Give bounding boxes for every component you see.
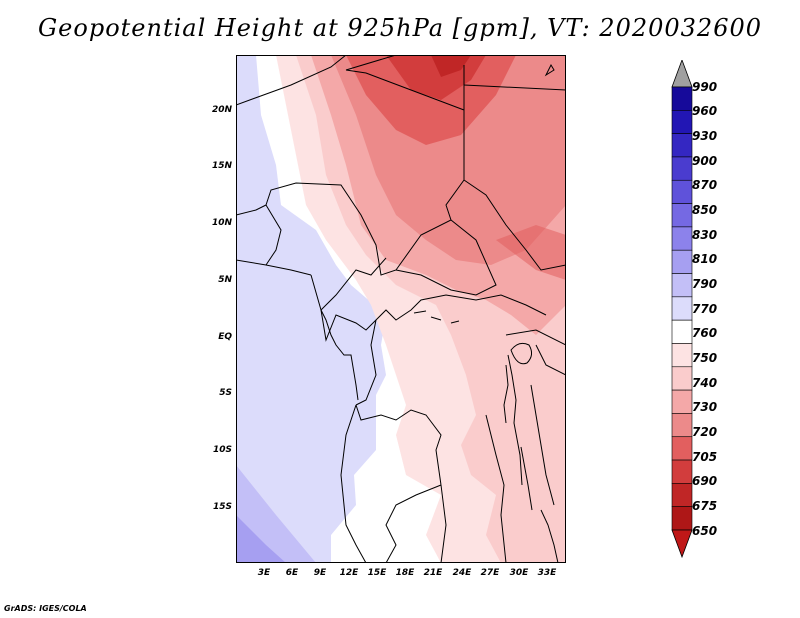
colorbar-label-770: 770 (692, 302, 718, 316)
colorbar-top-arrow (671, 60, 693, 88)
colorbar-label-810: 810 (692, 252, 718, 266)
lat-label-5s: 5S (219, 388, 232, 398)
colorbar-label-760: 760 (692, 326, 718, 340)
colorbar-label-830: 830 (692, 228, 718, 242)
colorbar-bottom-arrow (671, 529, 693, 559)
colorbar-box-730 (671, 389, 693, 414)
colorbar-box-690 (671, 459, 693, 484)
colorbar-box-810 (671, 249, 693, 274)
lat-label-5n: 5N (218, 275, 232, 285)
lat-label-20n: 20N (211, 105, 232, 115)
colorbar-box-990 (671, 86, 693, 111)
lon-label-6e: 6E (285, 568, 299, 578)
colorbar-label-720: 720 (692, 425, 718, 439)
colorbar-box-790 (671, 273, 693, 298)
colorbar-box-830 (671, 226, 693, 251)
colorbar-box-900 (671, 156, 693, 181)
lon-label-9e: 9E (313, 568, 327, 578)
colorbar-label-690: 690 (692, 474, 718, 488)
colorbar-box-960 (671, 110, 693, 134)
colorbar-label-730: 730 (692, 400, 718, 414)
colorbar-box-930 (671, 133, 693, 158)
colorbar-box-740 (671, 366, 693, 391)
lon-label-24e: 24E (452, 568, 472, 578)
colorbar-label-740: 740 (692, 376, 718, 390)
colorbar-label-750: 750 (692, 351, 718, 365)
lon-label-27e: 27E (480, 568, 500, 578)
lat-label-10s: 10S (212, 445, 232, 455)
lon-label-33e: 33E (537, 568, 557, 578)
lat-label-15n: 15N (211, 161, 232, 171)
lon-label-3e: 3E (257, 568, 271, 578)
lon-label-15e: 15E (367, 568, 387, 578)
colorbar-box-675 (671, 483, 693, 507)
colorbar-label-650: 650 (692, 524, 718, 538)
colorbar-box-650 (671, 506, 693, 531)
lon-label-30e: 30E (509, 568, 529, 578)
colorbar-box-750 (671, 343, 693, 368)
colorbar-box-870 (671, 179, 693, 204)
height-field (236, 55, 566, 563)
colorbar-label-705: 705 (692, 450, 718, 464)
country-borders (236, 55, 566, 563)
lakes (413, 63, 559, 563)
colorbar-box-705 (671, 436, 693, 461)
colorbar-label-990: 990 (692, 80, 718, 94)
geopotential-height-map (236, 55, 566, 563)
lat-label-eq: EQ (218, 332, 232, 342)
colorbar-label-900: 900 (692, 154, 718, 168)
colorbar-box-760 (671, 319, 693, 344)
map-title: Geopotential Height at 925hPa [gpm], VT:… (38, 14, 762, 42)
colorbar-label-790: 790 (692, 277, 718, 291)
colorbar-label-870: 870 (692, 178, 718, 192)
colorbar-label-850: 850 (692, 203, 718, 217)
colorbar-label-675: 675 (692, 499, 718, 513)
grads-credit: GrADS: IGES/COLA (4, 604, 87, 613)
lon-label-21e: 21E (423, 568, 443, 578)
colorbar-label-930: 930 (692, 129, 718, 143)
lat-label-15s: 15S (212, 502, 232, 512)
map-frame (236, 55, 566, 563)
lon-label-18e: 18E (395, 568, 415, 578)
lat-label-10n: 10N (211, 218, 232, 228)
colorbar-box-770 (671, 296, 693, 321)
colorbar-label-960: 960 (692, 104, 718, 118)
colorbar (671, 60, 693, 559)
colorbar-box-720 (671, 413, 693, 438)
lon-label-12e: 12E (339, 568, 359, 578)
colorbar-box-850 (671, 203, 693, 228)
